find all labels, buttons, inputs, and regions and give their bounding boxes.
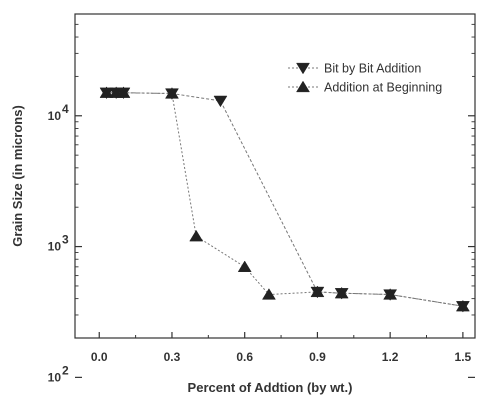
data-point: [383, 288, 398, 300]
legend: Bit by Bit Addition Addition at Beginning: [280, 55, 472, 99]
data-point: [189, 229, 204, 242]
series-line: [106, 92, 463, 307]
data-point: [237, 260, 252, 272]
y-axis-title: Grain Size (in microns): [10, 105, 25, 247]
legend-label: Addition at Beginning: [324, 81, 442, 95]
x-axis: 0.0 0.3 0.6 0.9 1.2 1.5: [91, 332, 472, 364]
x-axis-title: Percent of Addtion (by wt.): [188, 380, 353, 395]
x-tick-label: 0.6: [236, 350, 253, 364]
x-tick-label: 0.9: [309, 350, 326, 364]
data-point: [455, 299, 470, 312]
y-tick-label: 10: [48, 109, 62, 123]
series-layer: [99, 86, 470, 313]
y-tick-label-exponent: 3: [62, 233, 69, 247]
y-tick-label-exponent: 2: [62, 363, 69, 377]
x-tick-label: 1.2: [382, 350, 399, 364]
y-tick-label-exponent: 4: [62, 102, 69, 116]
data-point: [213, 95, 228, 108]
legend-box: [280, 55, 472, 99]
data-point: [334, 286, 349, 299]
series-2: [99, 86, 470, 312]
y-tick-label: 10: [48, 240, 62, 254]
data-point: [261, 288, 276, 300]
plot-frame: [74, 13, 476, 339]
series-1: [99, 87, 470, 313]
data-point: [165, 87, 179, 99]
x-tick-label: 0.0: [91, 350, 108, 364]
legend-marker: [296, 62, 310, 75]
legend-marker: [296, 80, 310, 93]
y-tick-label: 10: [48, 370, 62, 384]
data-point: [310, 285, 325, 298]
legend-label: Bit by Bit Addition: [324, 62, 421, 76]
x-tick-label: 1.5: [455, 350, 472, 364]
data-point: [116, 86, 131, 98]
x-tick-label: 0.3: [164, 350, 181, 364]
data-point: [99, 86, 114, 98]
series-line: [106, 92, 463, 307]
